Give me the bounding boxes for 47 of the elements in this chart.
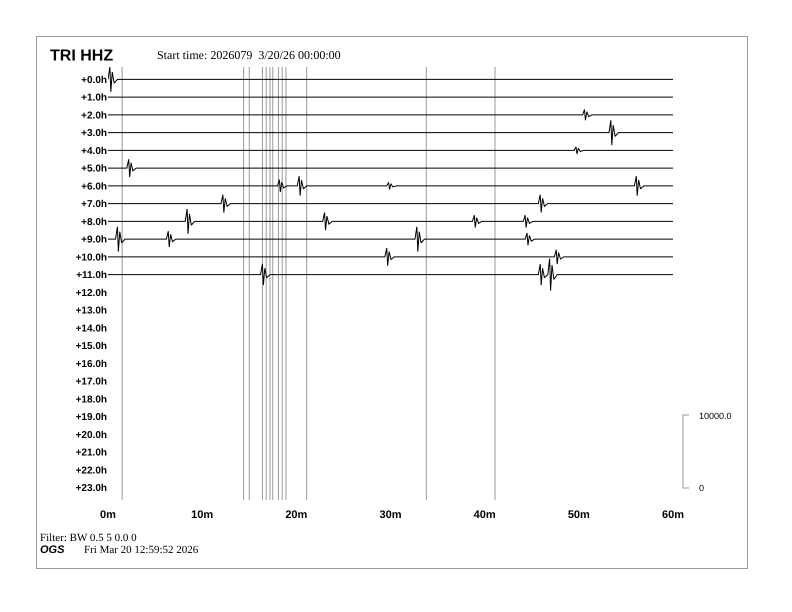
y-tick-label: +21.0h [76,448,107,459]
line-series [108,67,673,92]
y-tick-label: +10.0h [76,252,107,264]
x-tick-label: 50m [568,509,590,521]
text: Filter: BW 0.5 5 0.0 0 [40,532,138,544]
y-tick-label: +20.0h [76,430,107,441]
line-series [108,120,673,146]
text: Fri Mar 20 12:59:52 2026 [84,544,199,556]
line-series [108,176,673,196]
y-tick-label: +11.0h [76,270,107,282]
y-tick-label: +13.0h [76,306,107,317]
x-tick-label: 0m [100,509,116,521]
y-tick-label: +22.0h [76,465,107,476]
y-tick-label: +9.0h [81,234,107,246]
x-tick-label: 40m [474,509,496,521]
line-series [108,158,673,178]
y-tick-label: +17.0h [76,376,107,388]
chart-subtitle: Start time: 2026079 3/20/26 00:00:00 [157,48,341,62]
y-tick-label: +15.0h [76,341,107,352]
text: 0 [699,483,704,493]
text: 10000.0 [699,411,732,421]
y-tick-label: +14.0h [76,323,107,334]
y-tick-label: +23.0h [76,483,107,494]
line-series [108,208,673,234]
x-tick-label: 60m [662,509,684,521]
y-tick-label: +7.0h [81,199,107,210]
y-tick-label: +8.0h [81,216,107,228]
chart-title: TRI HHZ [50,48,114,65]
y-tick-label: +1.0h [81,92,107,104]
line-series [108,226,673,252]
y-tick-label: +5.0h [81,164,107,175]
y-tick-label: +16.0h [76,358,107,370]
line-series [108,194,673,214]
y-tick-label: +0.0h [81,74,107,86]
x-tick-label: 10m [191,509,214,521]
x-tick-label: 20m [285,509,308,521]
y-tick-label: +2.0h [81,110,107,122]
x-tick-label: 30m [379,509,402,521]
y-tick-label: +19.0h [76,412,107,424]
y-tick-label: +3.0h [81,128,107,140]
line-series [108,146,673,154]
text: OGS [40,544,66,556]
y-tick-label: +6.0h [81,181,107,192]
y-tick-label: +18.0h [76,394,107,406]
y-tick-label: +12.0h [76,288,107,299]
y-tick-label: +4.0h [81,146,107,157]
line-series [108,109,673,121]
